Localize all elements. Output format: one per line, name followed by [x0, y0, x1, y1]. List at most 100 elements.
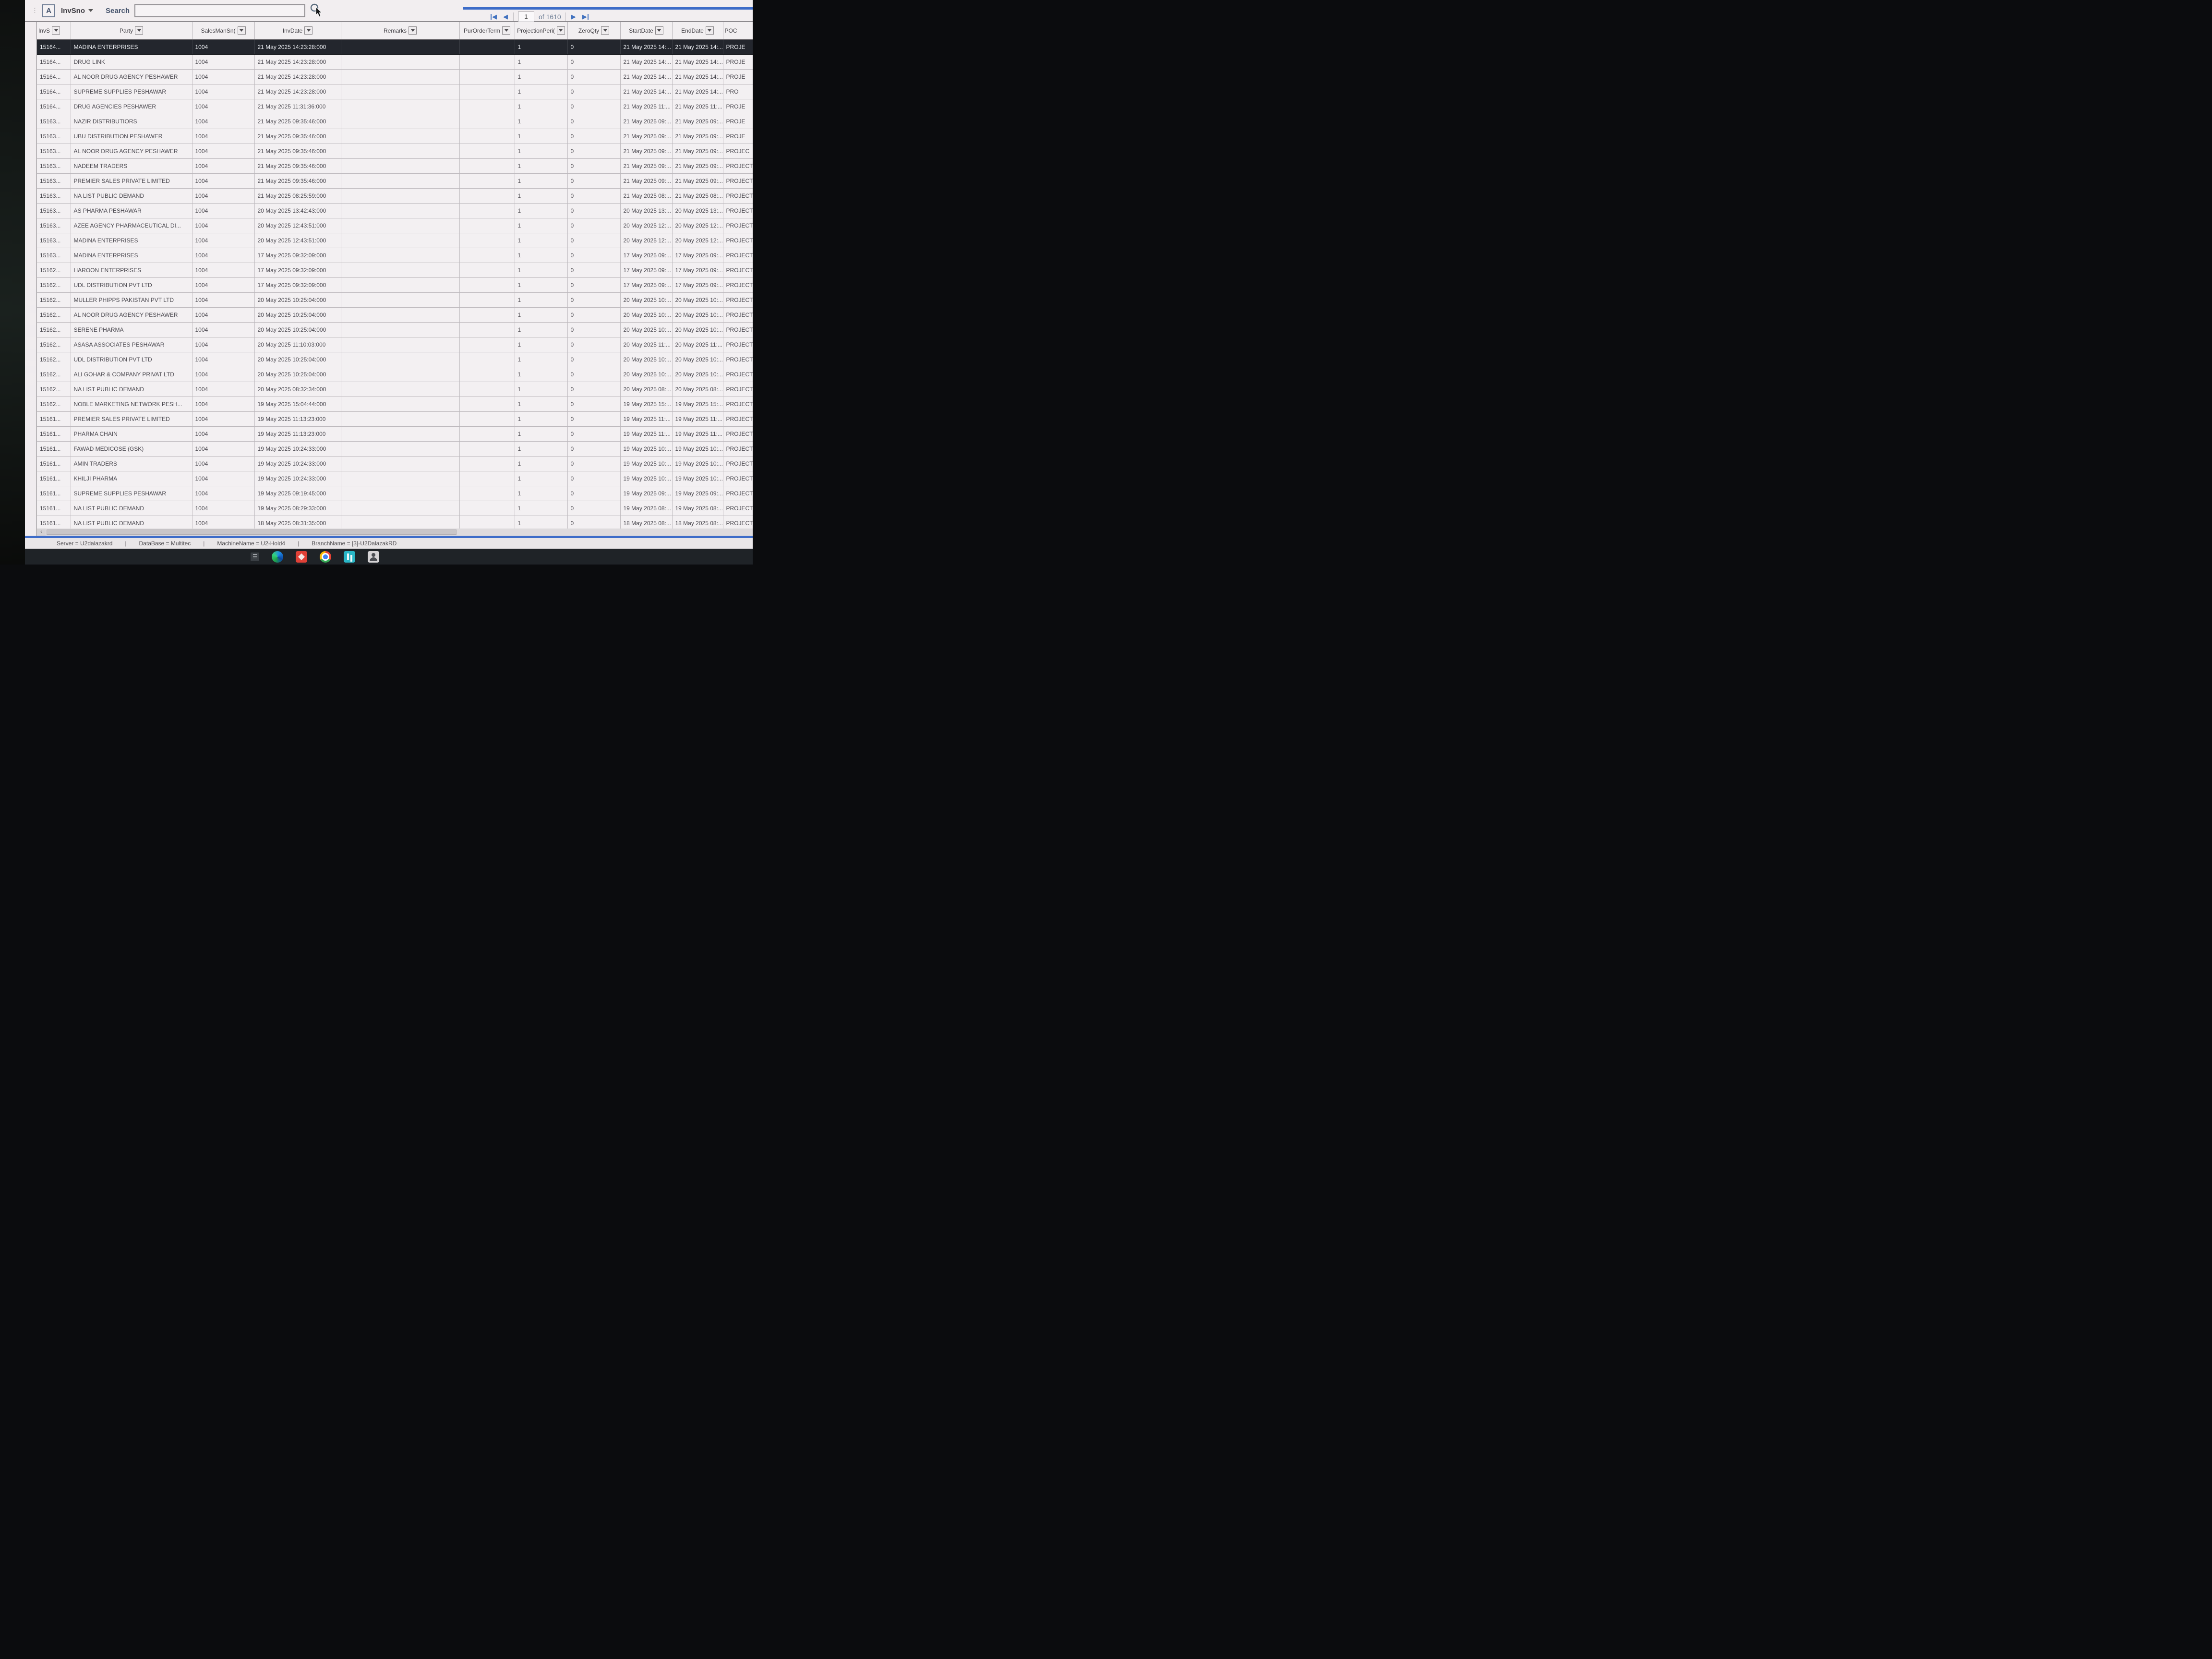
table-row[interactable]: 15163... AL NOOR DRUG AGENCY PESHAWER 1004… — [37, 144, 753, 159]
grid-cell[interactable] — [341, 188, 460, 204]
grid-cell[interactable]: PROJECTION P — [723, 516, 753, 531]
grid-cell[interactable]: 21 May 2025 09:... — [672, 129, 723, 144]
grid-cell[interactable]: PROJE — [723, 129, 753, 144]
grid-cell[interactable]: 15164... — [37, 69, 71, 84]
grid-cell[interactable]: 21 May 2025 14:... — [672, 54, 723, 70]
grid-cell[interactable]: 21 May 2025 09:... — [672, 173, 723, 189]
grid-cell[interactable]: PROJECTION — [723, 367, 753, 382]
grid-cell[interactable]: 1 — [515, 471, 568, 486]
grid-cell[interactable] — [459, 516, 515, 531]
grid-cell[interactable]: 19 May 2025 10:24:33:000 — [254, 441, 341, 457]
grid-cell[interactable]: 21 May 2025 09:... — [672, 144, 723, 159]
grid-cell[interactable]: 17 May 2025 09:32:09:000 — [254, 263, 341, 278]
filter-dropdown-button[interactable] — [556, 26, 565, 35]
grid-cell[interactable] — [459, 486, 515, 501]
grid-cell[interactable] — [341, 144, 460, 159]
grid-cell[interactable]: HAROON ENTERPRISES — [71, 263, 192, 278]
grid-cell[interactable] — [341, 69, 460, 84]
table-row[interactable]: 15162... ASASA ASSOCIATES PESHAWAR 1004 20 … — [37, 337, 753, 352]
grid-cell[interactable]: 21 May 2025 09:... — [672, 158, 723, 174]
grid-cell[interactable]: 17 May 2025 09:... — [672, 248, 723, 263]
grid-cell[interactable] — [341, 248, 460, 263]
previous-record-button[interactable]: ◀ — [502, 13, 509, 21]
grid-cell[interactable]: 19 May 2025 08:... — [620, 501, 673, 516]
grid-cell[interactable]: 1 — [515, 69, 568, 84]
grid-cell[interactable]: 1 — [515, 411, 568, 427]
last-record-button[interactable]: ▶ — [581, 13, 589, 21]
table-row[interactable]: 15163... NAZIR DISTRIBUTIORS 1004 21 May 20… — [37, 114, 753, 129]
grid-cell[interactable]: 0 — [567, 486, 621, 501]
grid-cell[interactable] — [459, 352, 515, 367]
grid-cell[interactable]: SERENE PHARMA — [71, 322, 192, 337]
grid-cell[interactable] — [459, 248, 515, 263]
grid-cell[interactable]: 15162... — [37, 337, 71, 352]
grid-cell[interactable]: 0 — [567, 426, 621, 442]
horizontal-scrollbar[interactable]: ‹ — [37, 529, 753, 536]
grid-cell[interactable]: 15161... — [37, 456, 71, 471]
grid-cell[interactable]: AZEE AGENCY PHARMACEUTICAL DI... — [71, 218, 192, 233]
search-field-selector[interactable]: InvSno — [61, 7, 94, 15]
grid-cell[interactable]: ALI GOHAR & COMPANY PRIVAT LTD — [71, 367, 192, 382]
grid-cell[interactable] — [459, 218, 515, 233]
grid-cell[interactable]: 19 May 2025 09:... — [620, 486, 673, 501]
chrome-icon[interactable] — [320, 551, 331, 563]
grid-cell[interactable]: 1 — [515, 188, 568, 204]
grid-cell[interactable]: 0 — [567, 39, 621, 55]
grid-cell[interactable] — [459, 54, 515, 70]
table-row[interactable]: 15163... NADEEM TRADERS 1004 21 May 2025 09… — [37, 158, 753, 174]
grid-cell[interactable]: 1 — [515, 39, 568, 55]
grid-cell[interactable]: 0 — [567, 129, 621, 144]
search-input[interactable] — [134, 4, 306, 17]
grid-cell[interactable]: 1 — [515, 173, 568, 189]
grid-cell[interactable]: PROJE — [723, 69, 753, 84]
grid-cell[interactable]: 0 — [567, 248, 621, 263]
grid-cell[interactable] — [341, 397, 460, 412]
grid-cell[interactable]: UBU DISTRIBUTION PESHAWER — [71, 129, 192, 144]
grid-cell[interactable]: 1 — [515, 233, 568, 248]
grid-cell[interactable]: 0 — [567, 203, 621, 218]
grid-cell[interactable]: 1 — [515, 263, 568, 278]
column-header-purorderterm[interactable]: PurOrderTerm — [459, 22, 515, 40]
grid-cell[interactable]: 1004 — [192, 441, 255, 457]
first-record-button[interactable]: ◀ — [490, 13, 498, 21]
grid-cell[interactable]: 20 May 2025 10:... — [620, 292, 673, 308]
grid-cell[interactable] — [459, 144, 515, 159]
grid-cell[interactable]: PROJECTION P — [723, 426, 753, 442]
grid-cell[interactable]: 15162... — [37, 367, 71, 382]
grid-cell[interactable]: 21 May 2025 09:... — [620, 114, 673, 129]
filter-dropdown-button[interactable] — [601, 26, 610, 35]
grid-cell[interactable]: 0 — [567, 158, 621, 174]
grid-cell[interactable]: 20 May 2025 12:... — [672, 233, 723, 248]
grid-cell[interactable]: 21 May 2025 14:... — [672, 84, 723, 99]
grid-cell[interactable]: 1 — [515, 144, 568, 159]
grid-cell[interactable] — [341, 39, 460, 55]
next-record-button[interactable]: ▶ — [570, 13, 577, 21]
grid-cell[interactable]: PROJECTION — [723, 397, 753, 412]
grid-cell[interactable]: 15163... — [37, 129, 71, 144]
grid-cell[interactable]: UDL DISTRIBUTION PVT LTD — [71, 277, 192, 293]
grid-cell[interactable]: 0 — [567, 367, 621, 382]
grid-cell[interactable]: 1 — [515, 486, 568, 501]
grid-cell[interactable] — [459, 501, 515, 516]
grid-cell[interactable]: 0 — [567, 99, 621, 114]
grid-cell[interactable]: 0 — [567, 263, 621, 278]
grid-cell[interactable]: 20 May 2025 08:... — [620, 382, 673, 397]
table-row[interactable]: 15163... AS PHARMA PESHAWAR 1004 20 May 202… — [37, 203, 753, 218]
table-row[interactable]: 15162... ALI GOHAR & COMPANY PRIVAT LTD 10… — [37, 367, 753, 382]
grid-cell[interactable]: ASASA ASSOCIATES PESHAWAR — [71, 337, 192, 352]
grid-cell[interactable]: 20 May 2025 08:32:34:000 — [254, 382, 341, 397]
grid-cell[interactable] — [459, 129, 515, 144]
table-row[interactable]: 15162... AL NOOR DRUG AGENCY PESHAWER 1004… — [37, 307, 753, 323]
grid-cell[interactable]: 0 — [567, 218, 621, 233]
scrollbar-track[interactable] — [46, 529, 753, 536]
grid-cell[interactable]: 21 May 2025 09:... — [672, 114, 723, 129]
grid-cell[interactable]: 1004 — [192, 456, 255, 471]
grid-cell[interactable]: AS PHARMA PESHAWAR — [71, 203, 192, 218]
grid-cell[interactable] — [459, 114, 515, 129]
grid-cell[interactable]: 15162... — [37, 322, 71, 337]
filter-dropdown-button[interactable] — [409, 26, 417, 35]
grid-cell[interactable]: 15163... — [37, 144, 71, 159]
grid-cell[interactable]: PROJECTION — [723, 337, 753, 352]
teal-app-icon[interactable] — [344, 551, 355, 563]
grid-cell[interactable]: 1 — [515, 218, 568, 233]
